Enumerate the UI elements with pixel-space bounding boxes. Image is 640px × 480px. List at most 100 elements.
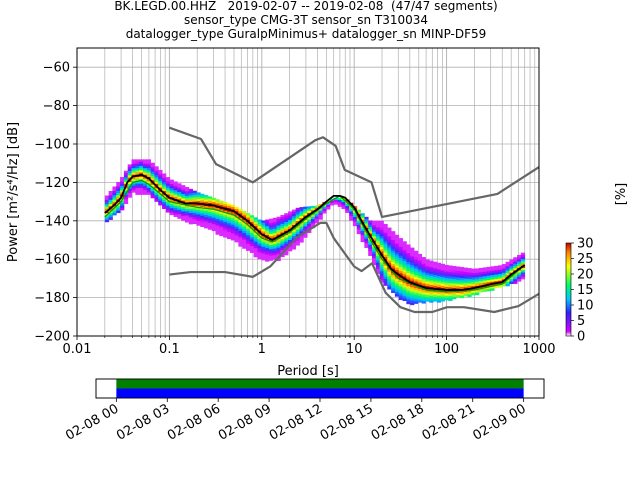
density-cell [410,278,415,281]
density-cell [265,252,270,256]
density-cell [375,229,381,233]
density-cell [337,199,342,203]
density-cell [299,224,304,228]
density-cell [391,231,396,234]
density-cell [448,276,453,279]
density-cell [104,199,110,203]
density-cell [276,251,281,255]
density-cell [417,256,423,259]
density-cell [120,201,125,204]
density-cell [352,212,358,216]
density-cell [131,170,136,173]
density-cell [135,168,140,171]
density-cell [226,210,232,213]
density-cell [249,235,255,238]
density-cell [123,179,129,183]
density-cell [364,238,369,242]
density-cell [520,272,526,275]
density-cell [490,268,495,272]
density-cell [413,274,419,278]
y-tick-label: −160 [34,253,70,268]
density-cell [490,270,495,274]
density-cell [272,252,277,256]
density-cell [368,220,373,223]
density-cell [520,252,526,256]
density-cell [341,199,346,203]
density-cell [207,225,213,228]
density-cell [475,277,480,280]
density-cell [284,221,289,225]
density-cell [215,221,220,224]
density-cell [142,163,148,167]
density-cell [375,231,381,235]
density-cell [181,215,186,219]
density-cell [486,269,491,272]
density-cell [467,294,472,297]
density-cell [177,192,182,195]
density-cell [127,179,132,183]
density-cell [391,239,396,243]
density-cell [352,219,358,222]
density-cell [379,236,384,239]
density-cell [123,199,129,202]
density-cell [429,291,434,294]
density-cell [165,185,171,189]
density-cell [410,296,415,299]
density-cell [448,265,453,268]
density-cell [398,266,403,270]
density-cell [139,183,144,187]
density-cell [242,233,247,236]
density-cell [288,235,293,239]
density-cell [242,213,247,216]
density-cell [444,269,449,272]
density-cell [215,223,220,226]
density-cell [398,238,403,241]
density-cell [452,279,457,282]
series-nlnm-line [169,221,539,314]
density-cell [318,215,323,218]
density-cell [223,226,228,229]
density-cell [108,208,113,212]
density-cell [413,299,419,302]
density-cell [379,251,384,255]
density-cell [272,250,277,254]
density-cell [230,204,235,208]
density-cell [322,211,327,214]
density-cell [295,240,300,244]
x-tick-label: 100 [434,342,459,357]
density-cell [417,269,423,272]
density-cell [440,263,445,267]
density-cell [448,291,453,295]
density-cell [509,281,514,285]
density-cell [394,280,400,284]
density-cell [433,266,438,269]
density-cell [444,280,449,283]
density-cell [204,201,209,205]
density-cell [131,190,136,193]
density-cell [226,232,232,235]
density-cell [375,234,381,237]
density-cell [333,202,339,205]
density-cell [368,227,373,230]
density-cell [200,213,205,217]
density-cell [391,242,396,245]
density-cell [383,230,388,234]
density-cell [467,272,472,275]
density-cell [436,289,442,292]
density-cell [379,280,384,283]
density-cell [307,210,312,214]
density-cell [104,215,110,218]
density-cell [127,192,132,196]
density-cell [261,249,266,252]
density-cell [165,183,171,187]
density-cell [402,287,407,290]
density-cell [291,216,297,219]
density-cell [448,267,453,271]
density-cell [398,290,403,294]
density-cell [475,292,480,296]
density-cell [200,204,205,208]
density-cell [398,279,403,283]
density-cell [162,204,167,207]
density-cell [154,166,159,169]
density-cell [356,218,361,221]
